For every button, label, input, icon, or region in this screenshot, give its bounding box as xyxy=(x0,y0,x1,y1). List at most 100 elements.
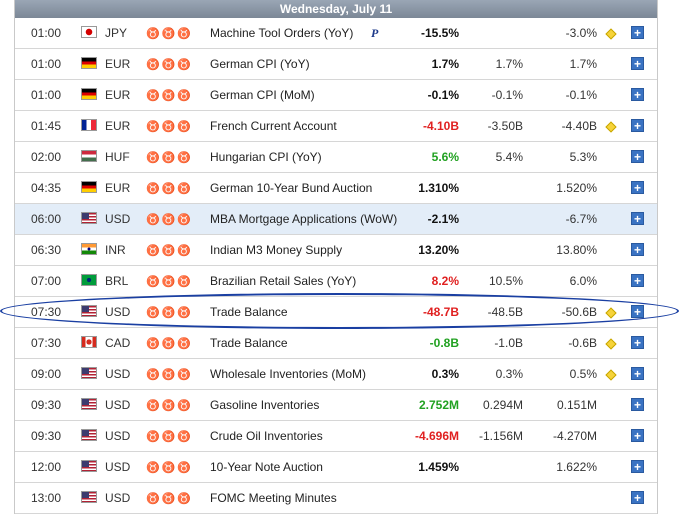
event-row[interactable]: 07:00 BRL ♉ ♉ ♉ Brazilian Retail Sales (YoY) 8… xyxy=(15,266,657,297)
event-name[interactable]: French Current Account xyxy=(210,119,337,133)
bull-icon: ♉ xyxy=(161,431,176,443)
expand-plus-icon[interactable]: + xyxy=(631,305,644,318)
currency-code: EUR xyxy=(105,181,131,195)
event-row[interactable]: 04:35 EUR ♉ ♉ ♉ German 10-Year Bund Auction 1.… xyxy=(15,173,657,204)
expand-plus-icon[interactable]: + xyxy=(631,88,644,101)
currency-code: USD xyxy=(105,212,131,226)
event-name[interactable]: Trade Balance xyxy=(210,305,288,319)
bull-icon: ♉ xyxy=(177,90,192,102)
event-name[interactable]: Machine Tool Orders (YoY) xyxy=(210,26,354,40)
forecast-value xyxy=(467,173,523,203)
bull-icon: ♉ xyxy=(146,121,160,133)
event-time: 06:00 xyxy=(30,212,62,226)
actual-value: 1.7% xyxy=(431,57,459,71)
bull-icon: ♉ xyxy=(161,400,176,412)
revised-diamond-icon xyxy=(605,121,617,133)
event-row[interactable]: 01:00 JPY ♉ ♉ ♉ Machine Tool Orders (YoY) P -15… xyxy=(15,18,657,49)
event-row[interactable]: 09:30 USD ♉ ♉ ♉ Gasoline Inventories 2.752M 0.2… xyxy=(15,390,657,421)
event-row[interactable]: 09:00 USD ♉ ♉ ♉ Wholesale Inventories (MoM) 0.… xyxy=(15,359,657,390)
flag-us-icon xyxy=(81,429,97,441)
previous-value: 0.5% xyxy=(569,367,597,381)
actual-value: -15.5% xyxy=(420,26,459,40)
expand-plus-icon[interactable]: + xyxy=(631,336,644,349)
bull-icon: ♉ xyxy=(146,338,160,350)
previous-value: 0.151M xyxy=(556,398,597,412)
event-row[interactable]: 02:00 HUF ♉ ♉ ♉ Hungarian CPI (YoY) 5.6% 5.4% 5.… xyxy=(15,142,657,173)
event-row[interactable]: 07:30 CAD ♉ ♉ ♉ Trade Balance -0.8B -1.0B -0.6B + xyxy=(15,328,657,359)
event-name[interactable]: Hungarian CPI (YoY) xyxy=(210,150,322,164)
event-row[interactable]: 01:45 EUR ♉ ♉ ♉ French Current Account -4.10B -… xyxy=(15,111,657,142)
previous-value: 1.520% xyxy=(556,181,597,195)
expand-plus-icon[interactable]: + xyxy=(631,181,644,194)
expand-plus-icon[interactable]: + xyxy=(631,367,644,380)
flag-hu-icon xyxy=(81,150,97,162)
event-name[interactable]: Brazilian Retail Sales (YoY) xyxy=(210,274,357,288)
expand-plus-icon[interactable]: + xyxy=(631,150,644,163)
event-row[interactable]: 13:00 USD ♉ ♉ ♉ FOMC Meeting Minutes + xyxy=(15,483,657,514)
event-time: 04:35 xyxy=(30,181,62,195)
event-name[interactable]: German CPI (MoM) xyxy=(210,88,315,102)
importance-rating: ♉ ♉ ♉ xyxy=(146,483,196,513)
event-name[interactable]: Indian M3 Money Supply xyxy=(210,243,343,257)
revised-diamond-icon xyxy=(605,369,617,381)
actual-value xyxy=(375,483,459,513)
expand-plus-icon[interactable]: + xyxy=(631,119,644,132)
currency-code: USD xyxy=(105,398,131,412)
event-name[interactable]: Wholesale Inventories (MoM) xyxy=(210,367,367,381)
importance-rating: ♉ ♉ ♉ xyxy=(146,359,196,389)
event-time: 12:00 xyxy=(30,460,62,474)
event-row[interactable]: 06:00 USD ♉ ♉ ♉ MBA Mortgage Applications (Wo… xyxy=(15,204,657,235)
event-row[interactable]: 06:30 INR ♉ ♉ ♉ Indian M3 Money Supply 13.20% 1… xyxy=(15,235,657,266)
event-name[interactable]: German CPI (YoY) xyxy=(210,57,310,71)
bull-icon: ♉ xyxy=(161,245,176,257)
previous-value: 6.0% xyxy=(569,274,597,288)
importance-rating: ♉ ♉ ♉ xyxy=(146,452,196,482)
currency-code: EUR xyxy=(105,57,131,71)
bull-icon: ♉ xyxy=(177,462,192,474)
event-name[interactable]: MBA Mortgage Applications (WoW) xyxy=(210,212,398,226)
bull-icon: ♉ xyxy=(161,28,176,40)
event-time: 01:00 xyxy=(30,57,62,71)
bull-icon: ♉ xyxy=(177,338,192,350)
expand-plus-icon[interactable]: + xyxy=(631,460,644,473)
expand-plus-icon[interactable]: + xyxy=(631,26,644,39)
expand-plus-icon[interactable]: + xyxy=(631,398,644,411)
bull-icon: ♉ xyxy=(161,369,176,381)
event-row[interactable]: 01:00 EUR ♉ ♉ ♉ German CPI (MoM) -0.1% -0.1% -0.… xyxy=(15,80,657,111)
actual-value: -48.7B xyxy=(422,305,459,319)
event-time: 09:30 xyxy=(30,429,62,443)
event-name[interactable]: Trade Balance xyxy=(210,336,288,350)
event-name[interactable]: German 10-Year Bund Auction xyxy=(210,181,373,195)
event-name[interactable]: Crude Oil Inventories xyxy=(210,429,323,443)
currency-code: EUR xyxy=(105,88,131,102)
event-row[interactable]: 07:30 USD ♉ ♉ ♉ Trade Balance -48.7B -48.5B -50.… xyxy=(15,297,657,328)
event-name[interactable]: 10-Year Note Auction xyxy=(210,460,323,474)
forecast-value xyxy=(467,204,523,234)
bull-icon: ♉ xyxy=(177,307,192,319)
event-time: 02:00 xyxy=(30,150,62,164)
bull-icon: ♉ xyxy=(146,431,160,443)
bull-icon: ♉ xyxy=(177,28,192,40)
event-name[interactable]: FOMC Meeting Minutes xyxy=(210,491,337,505)
expand-plus-icon[interactable]: + xyxy=(631,274,644,287)
actual-value: 2.752M xyxy=(418,398,459,412)
expand-plus-icon[interactable]: + xyxy=(631,491,644,504)
event-row[interactable]: 12:00 USD ♉ ♉ ♉ 10-Year Note Auction 1.459% 1.6… xyxy=(15,452,657,483)
actual-value: 1.310% xyxy=(418,181,459,195)
event-row[interactable]: 09:30 USD ♉ ♉ ♉ Crude Oil Inventories -4.696M -… xyxy=(15,421,657,452)
expand-plus-icon[interactable]: + xyxy=(631,243,644,256)
importance-rating: ♉ ♉ ♉ xyxy=(146,111,196,141)
bull-icon: ♉ xyxy=(161,214,176,226)
event-name[interactable]: Gasoline Inventories xyxy=(210,398,320,412)
bull-icon: ♉ xyxy=(161,462,176,474)
importance-rating: ♉ ♉ ♉ xyxy=(146,142,196,172)
actual-value: -0.1% xyxy=(427,88,459,102)
previous-value: -3.0% xyxy=(565,26,597,40)
expand-plus-icon[interactable]: + xyxy=(631,212,644,225)
expand-plus-icon[interactable]: + xyxy=(631,429,644,442)
bull-icon: ♉ xyxy=(146,493,160,505)
event-row[interactable]: 01:00 EUR ♉ ♉ ♉ German CPI (YoY) 1.7% 1.7% 1.7% + xyxy=(15,49,657,80)
expand-plus-icon[interactable]: + xyxy=(631,57,644,70)
flag-de-icon xyxy=(81,88,97,100)
flag-fr-icon xyxy=(81,119,97,131)
